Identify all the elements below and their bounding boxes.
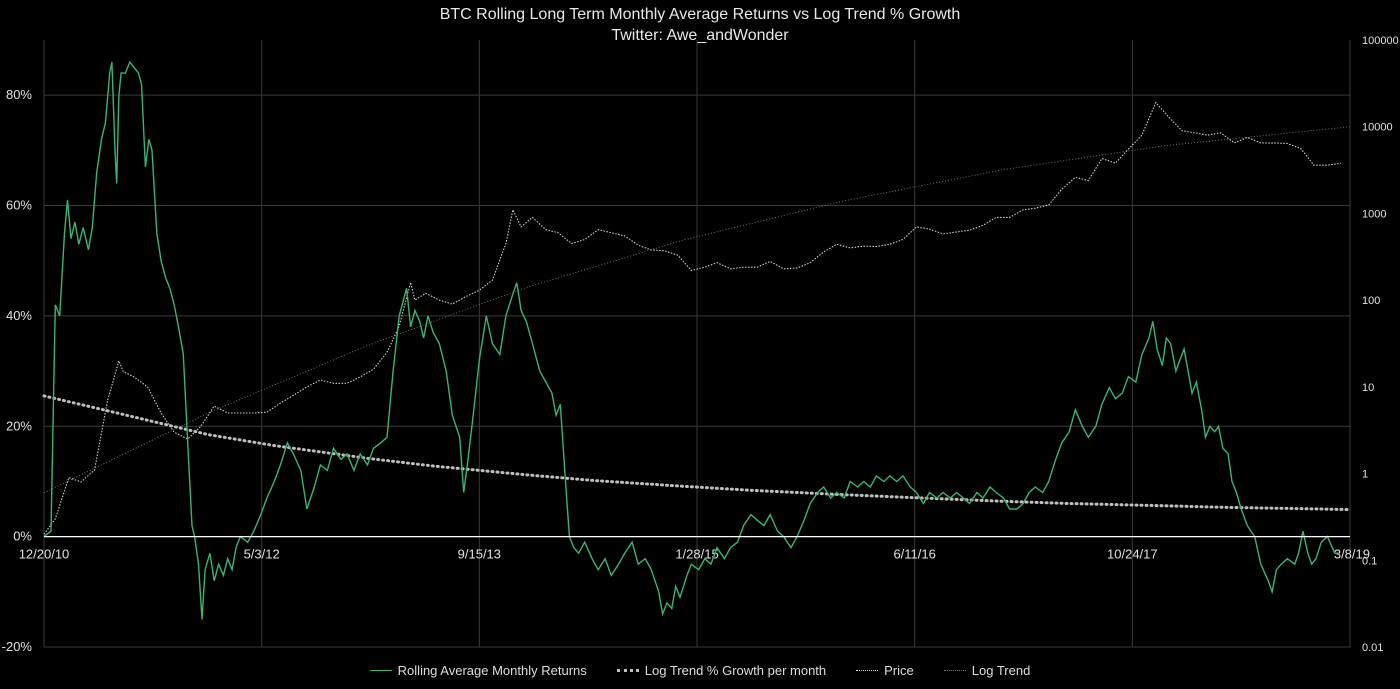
y-right-tick-label: 10 [1362, 382, 1374, 394]
legend-swatch-trend [943, 670, 966, 671]
x-tick-label: 1/28/15 [675, 547, 718, 562]
y-axis-left-ticks: -20% 0% 20% 40% 60% 80% [2, 87, 33, 654]
series-line-trend [43, 126, 1351, 494]
y-right-tick-label: 0.1 [1362, 555, 1377, 567]
series-line-price [43, 101, 1341, 535]
y-left-tick-label: 80% [6, 87, 32, 102]
legend-item-trend[interactable]: Log Trend [943, 663, 1031, 678]
legend-item-price[interactable]: Price [856, 663, 914, 678]
legend-item-growth[interactable]: Log Trend % Growth per month [616, 663, 827, 678]
legend: Rolling Average Monthly Returns Log Tren… [0, 663, 1400, 678]
series-line-returns [43, 60, 1339, 620]
y-right-tick-label: 100000 [1362, 35, 1399, 47]
x-tick-label: 6/11/16 [893, 547, 935, 562]
y-axis-right-ticks: 0.01 0.1 1 10 100 1000 10000 100000 [1362, 35, 1399, 654]
legend-swatch-returns [369, 670, 392, 671]
x-tick-label: 12/20/10 [19, 547, 70, 562]
x-tick-label: 9/15/13 [458, 547, 501, 562]
chart-title: BTC Rolling Long Term Monthly Average Re… [439, 6, 961, 23]
legend-label-returns: Rolling Average Monthly Returns [397, 663, 587, 678]
legend-swatch-price [856, 670, 879, 671]
y-left-tick-label: 60% [6, 198, 32, 213]
x-axis-ticks: 12/20/10 5/3/12 9/15/13 1/28/15 6/11/16 10/24… [19, 547, 1370, 562]
x-tick-label: 3/8/19 [1334, 547, 1370, 562]
legend-label-price: Price [884, 663, 914, 678]
legend-label-trend: Log Trend [971, 663, 1031, 678]
legend-label-growth: Log Trend % Growth per month [644, 663, 827, 678]
y-left-tick-label: 20% [6, 418, 32, 433]
y-right-tick-label: 1 [1362, 469, 1368, 481]
legend-item-returns[interactable]: Rolling Average Monthly Returns [369, 663, 587, 678]
legend-swatch-growth [616, 669, 639, 672]
series-layer [42, 60, 1352, 620]
y-right-tick-label: 0.01 [1362, 642, 1383, 654]
series-line-growth [42, 394, 1352, 512]
y-right-tick-label: 1000 [1362, 208, 1386, 220]
x-tick-label: 5/3/12 [244, 547, 280, 562]
x-tick-label: 10/24/17 [1107, 547, 1158, 562]
y-left-tick-label: 40% [6, 308, 32, 323]
y-left-tick-label: -20% [2, 639, 33, 654]
y-right-tick-label: 100 [1362, 295, 1380, 307]
chart-subtitle: Twitter: Awe_andWonder [611, 27, 789, 44]
y-right-tick-label: 10000 [1362, 122, 1393, 134]
y-left-tick-label: 0% [13, 529, 32, 544]
